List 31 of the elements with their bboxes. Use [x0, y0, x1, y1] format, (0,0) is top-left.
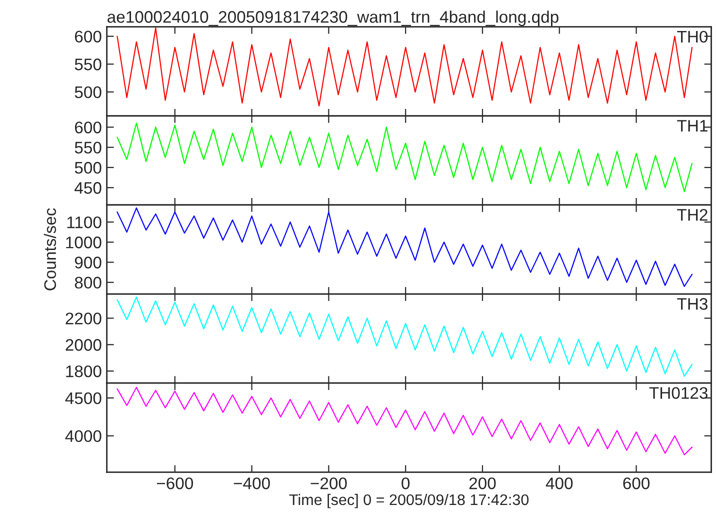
y-axis-title: Counts/sec: [44, 208, 56, 290]
y-tick-label: 1100: [67, 216, 102, 228]
y-tick-label: 500: [74, 86, 102, 98]
x-tick-label: 200: [469, 477, 496, 490]
y-tick-label: 2000: [66, 339, 102, 351]
y-tick-label: 550: [74, 142, 102, 154]
y-tick-label: 4000: [65, 430, 102, 442]
y-tick-label: 600: [75, 122, 102, 134]
x-tick-label: 0: [402, 477, 410, 490]
x-tick-label: −600: [156, 477, 194, 490]
y-tick-label: 2200: [66, 312, 102, 324]
y-tick-label: 4500: [65, 392, 102, 404]
annotation: TH1: [677, 120, 708, 132]
annotation: TH3: [677, 298, 708, 310]
annotation: TH0: [677, 30, 708, 43]
annotation: TH2: [677, 208, 708, 221]
y-tick-label: 550: [74, 58, 102, 70]
y-tick-label: 600: [75, 30, 102, 42]
x-tick-label: −200: [310, 477, 347, 490]
annotation: TH0123: [649, 387, 708, 399]
x-tick-label: −400: [234, 477, 270, 490]
y-tick-label: 450: [74, 182, 102, 194]
x-tick-label: 400: [546, 477, 573, 490]
y-tick-label: 800: [74, 276, 102, 289]
y-tick-label: 1000: [66, 236, 102, 248]
y-tick-label: 1800: [66, 365, 102, 378]
y-tick-label: 900: [74, 256, 102, 268]
x-tick-label: 600: [623, 477, 650, 490]
y-tick-label: 500: [74, 162, 102, 174]
chart-title: ae100024010_20050918174230_wam1_trn_4band_long.qdp: [108, 10, 558, 26]
x-axis-title: Time [sec] 0 = 2005/09/18 17:42:30: [289, 494, 529, 508]
